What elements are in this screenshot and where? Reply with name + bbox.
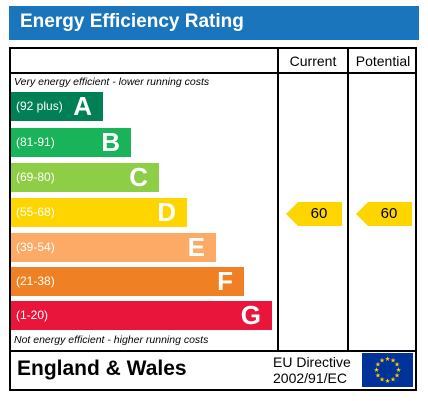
- band-range: (69-80): [16, 170, 55, 184]
- band-letter: E: [187, 232, 205, 262]
- flag-star-icon: ★: [396, 366, 402, 374]
- region-label: England & Wales: [17, 357, 187, 380]
- band-letter: D: [157, 197, 176, 227]
- flag-star-icon: ★: [385, 355, 391, 363]
- flag-star-icon: ★: [394, 372, 400, 380]
- directive-line-1: EU Directive: [273, 354, 351, 370]
- band-range: (39-54): [16, 240, 55, 254]
- current-arrow-shape: [286, 202, 342, 226]
- band-e: (39-54) E: [11, 233, 216, 262]
- flag-star-icon: ★: [385, 377, 391, 385]
- header-row-divider: [9, 72, 417, 74]
- band-range: (81-91): [16, 135, 55, 149]
- band-range: (92 plus): [16, 99, 63, 113]
- eu-directive-label: EU Directive 2002/91/EC: [273, 354, 351, 386]
- flag-star-icon: ★: [390, 357, 396, 365]
- column-header-current: Current: [289, 53, 337, 69]
- current-rating-value: 60: [310, 205, 328, 222]
- band-a: (92 plus) A: [11, 92, 103, 121]
- flag-star-icon: ★: [390, 376, 396, 384]
- header-bar: Energy Efficiency Rating: [9, 6, 419, 40]
- potential-rating-arrow: 60: [356, 202, 412, 226]
- rating-table: [9, 47, 417, 391]
- band-b: (81-91) B: [11, 128, 131, 157]
- note-efficient: Very energy efficient - lower running co…: [14, 76, 210, 88]
- band-letter: A: [73, 91, 92, 121]
- flag-star-icon: ★: [375, 372, 381, 380]
- page-title: Energy Efficiency Rating: [20, 11, 244, 32]
- band-c: (69-80) C: [11, 163, 159, 192]
- flag-star-icon: ★: [375, 361, 381, 369]
- flag-star-icon: ★: [379, 376, 385, 384]
- band-range: (1-20): [16, 308, 49, 322]
- flag-star-icon: ★: [374, 366, 380, 374]
- eu-flag-icon: ★ ★ ★ ★ ★ ★ ★ ★ ★ ★ ★ ★: [362, 353, 413, 387]
- band-range: (55-68): [16, 205, 55, 219]
- band-f: (21-38) F: [11, 267, 244, 296]
- potential-rating-value: 60: [380, 205, 398, 222]
- band-letter: C: [129, 162, 148, 192]
- note-inefficient: Not energy efficient - higher running co…: [14, 334, 209, 346]
- current-rating-arrow: 60: [286, 202, 342, 226]
- band-d: (55-68) D: [11, 198, 187, 227]
- band-letter: G: [240, 300, 261, 330]
- flag-star-icon: ★: [394, 361, 400, 369]
- flag-star-icon: ★: [379, 357, 385, 365]
- divider-current: [277, 47, 279, 352]
- divider-potential: [347, 47, 349, 352]
- footer-divider: [9, 350, 417, 352]
- band-range: (21-38): [16, 274, 55, 288]
- band-g: (1-20) G: [11, 301, 272, 330]
- band-letter: B: [101, 127, 120, 157]
- column-header-potential: Potential: [355, 53, 411, 69]
- directive-line-2: 2002/91/EC: [273, 370, 347, 386]
- potential-arrow-shape: [356, 202, 412, 226]
- band-letter: F: [217, 266, 233, 296]
